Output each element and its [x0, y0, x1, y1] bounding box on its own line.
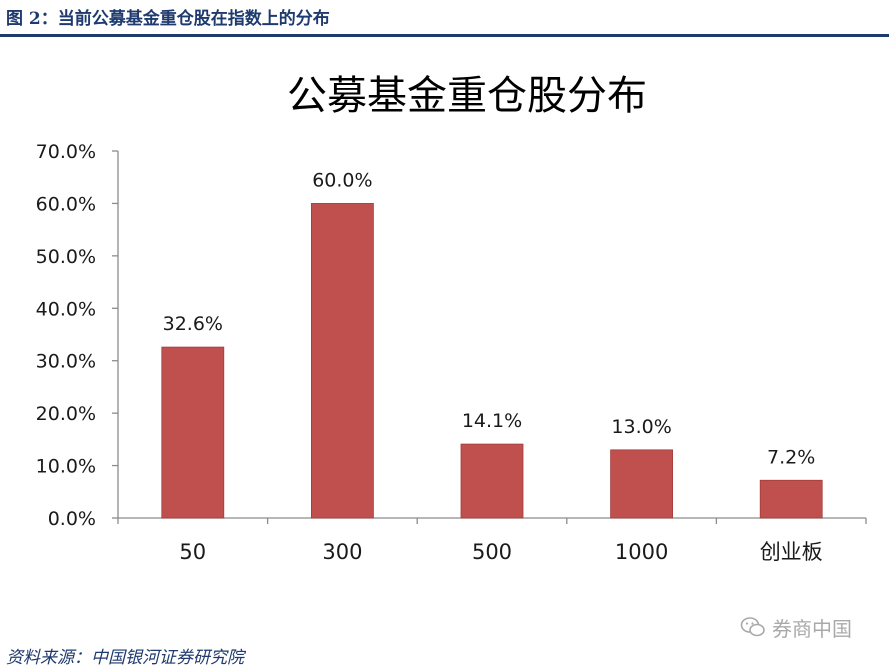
bars [161, 203, 823, 519]
figure-caption: 图 2：当前公募基金重仓股在指数上的分布 [6, 9, 330, 29]
wechat-icon [740, 617, 765, 637]
data-label: 60.0% [312, 169, 372, 191]
y-tick-label: 0.0% [48, 508, 96, 530]
bar [460, 443, 524, 519]
y-tick-label: 60.0% [36, 193, 96, 215]
y-tick-label: 50.0% [36, 246, 96, 268]
data-label: 32.6% [163, 313, 223, 335]
y-tick-label: 30.0% [36, 351, 96, 373]
bar [759, 479, 823, 519]
x-tick-label: 创业板 [760, 540, 823, 564]
data-label: 13.0% [611, 416, 671, 438]
x-tick-label: 300 [322, 540, 362, 564]
x-tick-label: 500 [472, 540, 512, 564]
bar [161, 346, 225, 519]
data-label: 14.1% [462, 410, 522, 432]
bar [310, 203, 374, 519]
source-note: 资料来源：中国银河证券研究院 [6, 648, 244, 668]
y-axis: 0.0% 10.0% 20.0% 30.0% 40.0% 50.0% 60.0% 70.0% [36, 141, 119, 530]
y-tick-label: 70.0% [36, 141, 96, 163]
watermark-text: 券商中国 [772, 616, 852, 641]
watermark: 券商中国 [740, 614, 852, 641]
y-tick-label: 10.0% [36, 456, 96, 478]
x-tick-label: 50 [179, 540, 206, 564]
y-tick-label: 40.0% [36, 298, 96, 320]
data-labels: 32.6% 60.0% 14.1% 13.0% 7.2% [163, 169, 816, 468]
caption-rule [0, 34, 889, 37]
bar [610, 449, 673, 519]
data-label: 7.2% [767, 446, 815, 468]
x-axis: 50 300 500 1000 创业板 [117, 517, 867, 564]
bar-chart: 公募基金重仓股分布 0.0% 10.0% 20.0% 30.0% 40.0% 50.0% 6… [36, 73, 867, 564]
chart-title: 公募基金重仓股分布 [287, 73, 647, 119]
x-tick-label: 1000 [615, 540, 668, 564]
y-tick-label: 20.0% [36, 403, 96, 425]
